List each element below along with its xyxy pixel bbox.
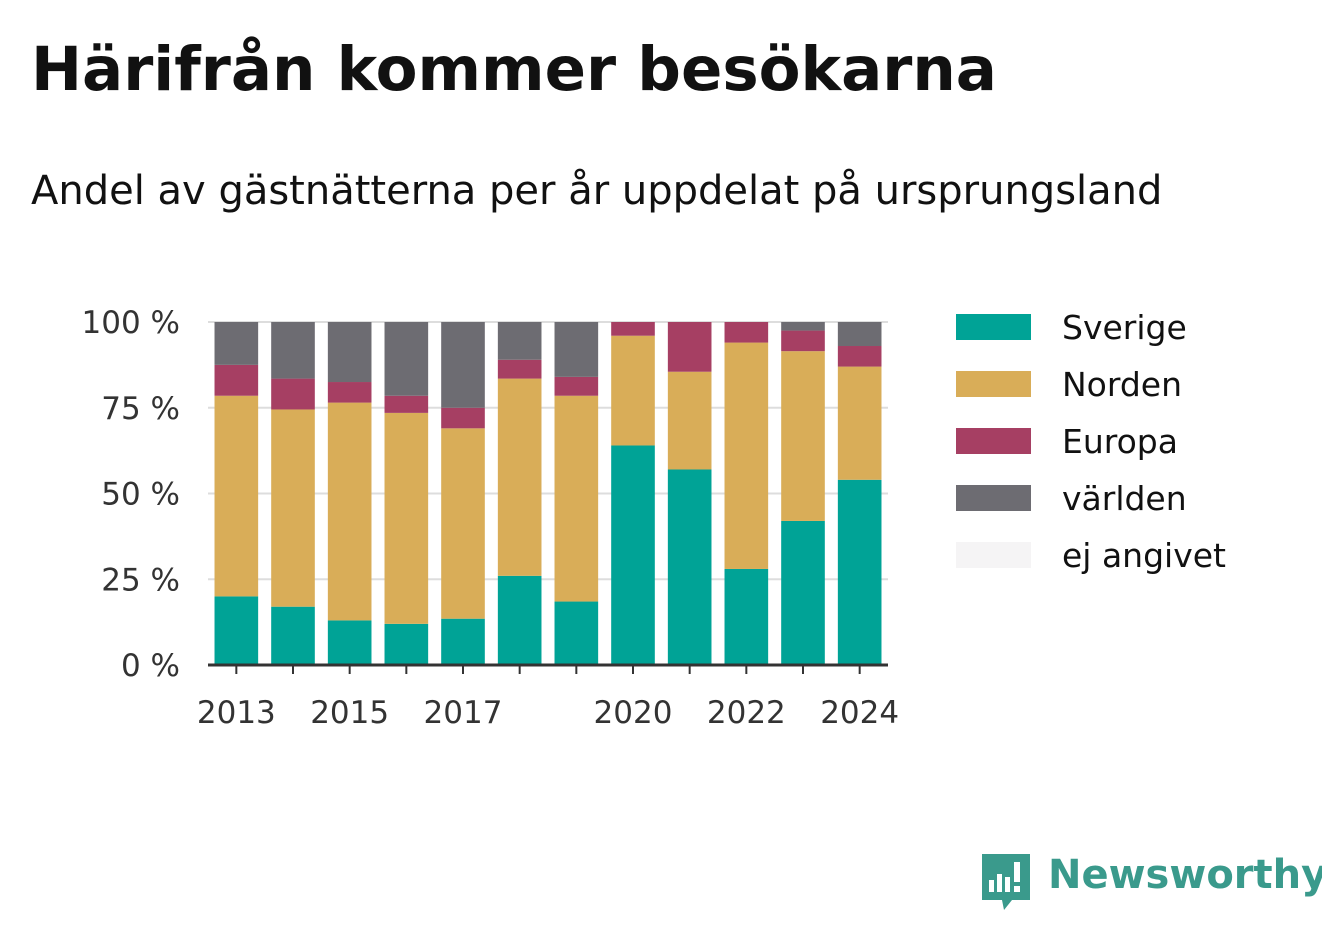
bar-segment xyxy=(497,322,542,360)
bar-segment xyxy=(327,620,372,665)
legend: Sverige Norden Europa världen ej angivet xyxy=(956,308,1226,575)
chart-subtitle: Andel av gästnätterna per år uppdelat på… xyxy=(31,168,1163,214)
bar-segment xyxy=(441,618,485,665)
bar-segment xyxy=(497,359,542,379)
y-tick-label: 25 % xyxy=(101,562,180,598)
chart-title: Härifrån kommer besökarna xyxy=(31,34,997,105)
bar-segment xyxy=(214,395,259,597)
newsworthy-logo-icon xyxy=(982,854,1030,910)
bar-segment xyxy=(724,568,769,665)
legend-label: Norden xyxy=(1062,365,1182,404)
gridlines xyxy=(208,321,888,581)
bar-segment xyxy=(781,330,825,352)
bar-segment xyxy=(441,407,485,429)
bar-segment xyxy=(384,412,429,624)
bar-segment xyxy=(781,520,825,665)
legend-swatch xyxy=(956,428,1031,454)
brand-name: Newsworthy xyxy=(1048,852,1322,898)
bar-segment xyxy=(611,322,655,336)
bar-segment xyxy=(837,479,882,665)
bar-segment xyxy=(271,322,315,379)
bar-segment xyxy=(667,469,712,665)
legend-label: världen xyxy=(1062,479,1187,518)
x-tick-label: 2015 xyxy=(310,695,389,731)
bar-segment xyxy=(214,322,259,365)
bar-segment xyxy=(327,402,372,621)
newsworthy-brand: Newsworthy xyxy=(980,848,1322,912)
y-tick-label: 0 % xyxy=(121,648,180,684)
bar-segment xyxy=(271,378,315,410)
y-tick-label: 50 % xyxy=(101,477,180,513)
bar-segment xyxy=(441,428,485,619)
y-tick-label: 100 % xyxy=(82,305,180,341)
y-tick-label: 75 % xyxy=(101,391,180,427)
bar-segment xyxy=(271,409,315,607)
bar-segment xyxy=(837,346,882,367)
bar-segment xyxy=(611,445,655,665)
bar-segment xyxy=(724,322,769,343)
bar-segment xyxy=(384,395,429,413)
bar-segment xyxy=(214,596,259,665)
legend-label: Sverige xyxy=(1062,308,1187,347)
legend-swatch xyxy=(956,314,1031,340)
bar-segment xyxy=(554,376,599,396)
axes: 0 % 25 % 50 % 75 % 100 % 2013 2015 2017 2020 2022… xyxy=(82,305,900,731)
legend-swatch xyxy=(956,542,1031,568)
bar-segment xyxy=(497,378,542,576)
x-tick-label: 2022 xyxy=(707,695,786,731)
legend-swatch xyxy=(956,371,1031,397)
legend-label: Europa xyxy=(1062,422,1178,461)
legend-swatch xyxy=(956,485,1031,511)
bar-segment xyxy=(781,351,825,521)
bar-segment xyxy=(441,322,485,408)
bar-segment xyxy=(837,366,882,480)
x-tick-label: 2024 xyxy=(820,695,899,731)
x-tick-label: 2017 xyxy=(424,695,503,731)
bar-segment xyxy=(214,364,259,396)
x-tick-label: 2013 xyxy=(197,695,276,731)
bar-segment xyxy=(554,601,599,665)
bar-segment xyxy=(611,335,655,446)
bar-segment xyxy=(554,322,599,377)
bar-segment xyxy=(667,371,712,470)
bar-segment xyxy=(271,606,315,665)
legend-label: ej angivet xyxy=(1062,536,1226,575)
bar-segment xyxy=(384,322,429,396)
bar-segment xyxy=(554,395,599,602)
bar-segment xyxy=(327,322,372,383)
x-tick-label: 2020 xyxy=(594,695,673,731)
bar-segment xyxy=(497,575,542,665)
bars xyxy=(214,322,882,665)
bar-segment xyxy=(781,322,825,331)
bar-segment xyxy=(384,623,429,665)
bar-segment xyxy=(837,322,882,347)
bar-segment xyxy=(667,322,712,372)
bar-segment xyxy=(724,342,769,569)
bar-segment xyxy=(327,382,372,403)
